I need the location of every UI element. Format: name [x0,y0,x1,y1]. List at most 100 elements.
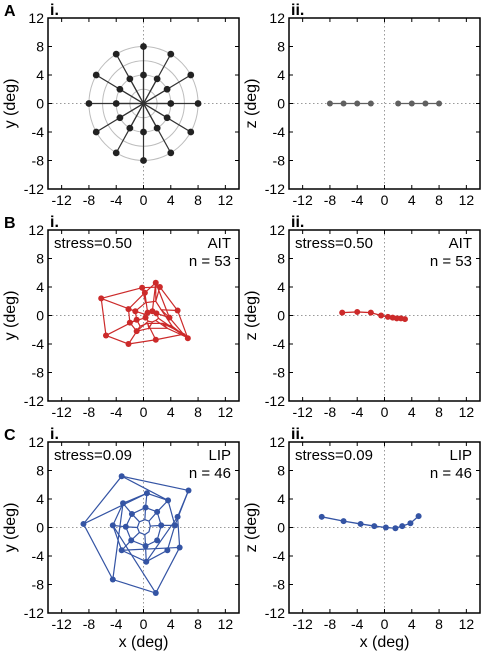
x-tick-label: -12 [293,192,313,208]
y-tick-label: -8 [273,577,286,593]
data-point [126,75,134,83]
data-point [125,341,132,347]
data-point [80,520,87,527]
stress-annotation: stress=0.50 [295,235,373,252]
x-tick-label: 0 [381,404,389,420]
y-tick-label: 12 [269,222,285,238]
data-point [185,487,192,494]
data-point [128,510,135,517]
y-tick-label: 8 [36,463,44,479]
x-axis-label: x (deg) [119,634,169,651]
data-point [156,284,163,290]
x-tick-label: -12 [52,616,72,632]
web-spoke [83,492,148,525]
data-point [163,85,171,93]
x-tick-label: -12 [52,192,72,208]
data-point [116,85,124,93]
web-ring [100,286,189,345]
data-point [112,100,120,107]
x-tick-label: 0 [140,616,148,632]
data-point [392,525,399,532]
data-point [184,335,191,342]
panel-col-label: ii. [291,214,304,231]
data-point [142,543,149,550]
x-tick-label: 0 [140,192,148,208]
data-point [132,308,139,315]
data-point [153,124,161,132]
y-tick-label: 0 [36,308,44,324]
x-tick-label: -8 [324,404,337,420]
y-tick-label: 12 [28,10,44,26]
data-point [399,523,406,530]
data-point [143,558,150,565]
y-tick-label: 0 [277,520,285,536]
x-tick-label: 12 [218,616,234,632]
y-tick-label: 12 [269,10,285,26]
x-tick-label: -4 [351,616,364,632]
data-point [339,309,346,316]
data-point [187,128,195,136]
data-point [109,522,116,529]
data-point [126,319,133,326]
x-tick-label: 8 [435,616,443,632]
stress-annotation: stress=0.09 [295,447,373,464]
data-point [122,523,129,530]
data-point [126,124,134,132]
data-point [153,310,160,317]
n-count-label: n = 53 [189,253,231,270]
data-point [116,114,124,122]
data-point [367,309,374,316]
y-tick-label: 0 [36,520,44,536]
data-point [154,537,161,544]
data-point [163,114,171,122]
data-point [354,100,361,107]
data-point [382,524,389,531]
data-point [354,308,361,315]
web-spoke [112,501,140,580]
data-point [367,100,374,107]
y-tick-label: 12 [28,222,44,238]
y-tick-label: -4 [32,548,45,564]
data-point [125,306,132,313]
data-point [92,71,100,79]
y-tick-label: 8 [277,463,285,479]
data-point [165,497,172,504]
y-tick-label: -12 [265,393,285,409]
x-tick-label: -8 [83,404,96,420]
panel-row-label-C: C [4,427,16,444]
data-point [140,157,147,164]
web-ring [127,281,187,338]
panel-col-label: i. [50,2,59,19]
data-point [120,500,127,507]
y-tick-label: -12 [265,181,285,197]
stress-annotation: stress=0.09 [54,447,132,464]
web-ring [82,475,190,594]
data-point [340,518,347,525]
panel-row-label-A: A [4,3,16,20]
y-tick-label: 4 [36,279,44,295]
data-point [139,284,146,291]
data-point [326,100,333,107]
x-tick-label: 4 [408,616,416,632]
data-point [128,537,135,544]
data-point [422,100,429,107]
y-axis-label: z (deg) [243,79,260,129]
web-spoke [120,532,180,551]
data-point [118,473,125,480]
data-point [98,295,105,302]
x-tick-label: 8 [435,404,443,420]
region-label: AIT [449,235,472,252]
data-point [171,522,178,529]
y-axis-label: y (deg) [2,503,19,553]
x-tick-label: 8 [194,616,202,632]
x-tick-label: 0 [381,616,389,632]
x-tick-label: -8 [83,192,96,208]
data-point [176,544,183,551]
x-tick-label: -12 [293,404,313,420]
y-tick-label: -8 [32,153,45,169]
x-tick-label: -4 [351,404,364,420]
x-tick-label: 12 [459,616,475,632]
n-count-label: n = 46 [430,465,472,482]
panel-B-i: i. -12 -12 -8 -8 -4 -4 0 0 4 4 8 8 12 12 y (deg) stress=… [2,214,240,420]
y-tick-label: 0 [36,96,44,112]
